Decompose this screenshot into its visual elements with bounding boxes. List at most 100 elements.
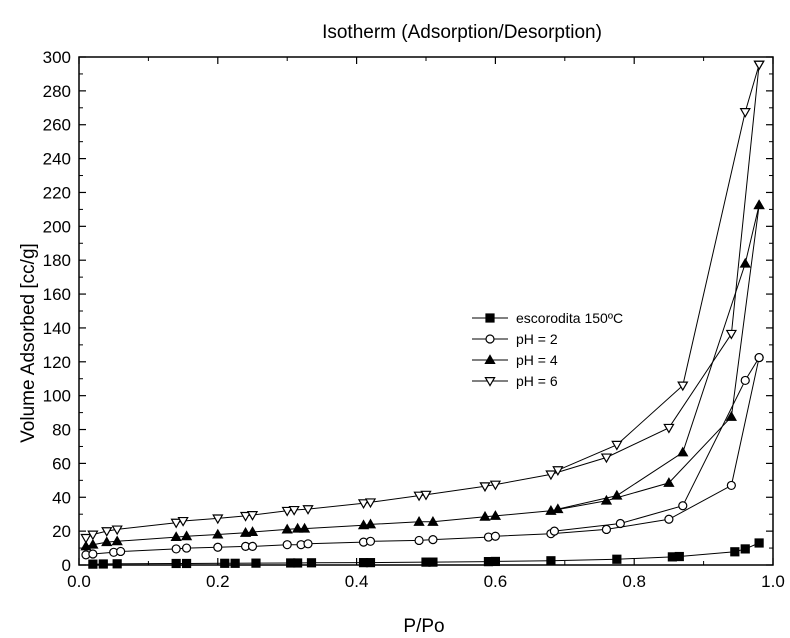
series-1-adsorption-point (428, 557, 438, 567)
series-4-adsorption-point (212, 514, 224, 525)
series-3-adsorption-point (298, 522, 311, 533)
y-axis: 0 20 40 60 80 100 120 140 160 180 200 220 240 260 280 3… (43, 48, 773, 575)
series-4 (80, 60, 765, 544)
series-4-adsorption-point (87, 530, 99, 541)
series-2-adsorption-point (365, 536, 376, 546)
y-tick-label: 160 (43, 285, 71, 304)
series-3-adsorption-point (725, 411, 737, 421)
series-1-adsorption-point (674, 551, 684, 562)
series-1-adsorption-point (112, 559, 122, 569)
series-2-adsorption-point (726, 480, 736, 491)
series-4-adsorption-point (246, 511, 259, 521)
series-3-adsorption-point (281, 523, 293, 534)
legend-label: escorodita 150ºC (516, 310, 623, 326)
series-4-adsorption-point (281, 506, 293, 517)
series-4-desorption-line (557, 64, 760, 471)
x-tick-label: 0.2 (206, 572, 230, 591)
series-3-adsorption-point (246, 526, 259, 536)
y-tick-label: 260 (43, 116, 71, 135)
series-3-adsorption-point (111, 535, 123, 546)
series-3-adsorption-point (87, 538, 99, 549)
series-1-adsorption-point (98, 559, 108, 569)
y-tick-label: 180 (43, 251, 71, 270)
series-2-adsorption-point (116, 546, 126, 557)
series-3-adsorption-point (364, 518, 377, 529)
legend-label: pH = 4 (516, 352, 558, 368)
series-1-adsorption-point (220, 558, 230, 568)
series-4-adsorption-line (85, 64, 760, 539)
y-tick-label: 300 (43, 48, 71, 67)
series-4-adsorption-point (80, 533, 92, 544)
legend-marker (485, 313, 495, 323)
y-axis-title: Volume Adsorbed [cc/g] (18, 243, 39, 443)
series-2-adsorption-point (490, 531, 500, 541)
series-3 (80, 199, 765, 551)
series-4-desorption-point (552, 466, 564, 476)
series-1-adsorption-point (181, 558, 192, 569)
series-4-desorption-point (739, 108, 751, 118)
chart-title: Isotherm (Adsorption/Desorption) (322, 22, 602, 43)
series-4-adsorption-point (545, 470, 557, 481)
x-tick-label: 1.0 (761, 572, 785, 591)
legend: escorodita 150ºC pH = 2 pH = 4 pH = 6 (472, 310, 623, 389)
series-1-adsorption-point (740, 544, 750, 554)
series-3-adsorption-point (239, 527, 252, 537)
series-4-adsorption-point (413, 491, 425, 502)
y-tick-label: 280 (43, 82, 71, 101)
y-tick-label: 0 (62, 556, 71, 575)
series-3-adsorption-point (170, 531, 182, 542)
y-tick-label: 40 (52, 488, 71, 507)
series-3-desorption-point (677, 446, 689, 457)
series-2-desorption-point (678, 501, 688, 511)
series-4-adsorption-point (420, 490, 432, 501)
plot-frame (78, 56, 774, 566)
series-2-adsorption-point (213, 542, 223, 552)
series-2-adsorption-point (171, 544, 181, 554)
series-3-adsorption-point (212, 528, 224, 539)
series-4-adsorption-point (489, 480, 502, 491)
series-4-desorption-point (753, 60, 765, 71)
series-4-desorption-point (611, 440, 623, 451)
series-2-adsorption-point (282, 540, 292, 550)
series-1-adsorption-point (546, 556, 556, 566)
series-1-adsorption-point (293, 558, 303, 568)
series-1-adsorption-point (365, 558, 376, 568)
y-tick-label: 120 (43, 353, 71, 372)
y-tick-label: 80 (52, 421, 71, 440)
series-2-desorption-point (754, 352, 764, 363)
series-1-adsorption-point (230, 558, 240, 568)
series-2-desorption-point (740, 375, 750, 386)
series-4-adsorption-point (725, 329, 737, 340)
x-tick-label: 0.6 (484, 572, 508, 591)
series-3-desorption-point (552, 503, 564, 514)
series-4-adsorption-point (663, 423, 675, 434)
y-tick-label: 20 (52, 522, 71, 541)
series-4-adsorption-point (364, 498, 377, 509)
series-layer (80, 60, 765, 569)
series-3-adsorption-point (180, 530, 193, 541)
series-3-desorption-point (611, 489, 623, 500)
series-4-adsorption-point (170, 518, 182, 529)
legend-marker (484, 377, 496, 387)
x-tick-label: 0.8 (622, 572, 646, 591)
series-4-adsorption-point (600, 453, 613, 464)
series-2-adsorption-point (88, 549, 98, 559)
y-tick-label: 140 (43, 319, 71, 338)
series-1-adsorption-point (171, 558, 181, 569)
x-axis-title: P/Po (403, 616, 444, 637)
series-3-adsorption-point (479, 510, 491, 521)
legend-marker (484, 354, 496, 364)
series-3-adsorption-point (427, 516, 439, 526)
series-1-adsorption-point (306, 558, 317, 568)
y-tick-label: 60 (52, 454, 71, 473)
series-3-adsorption-point (489, 510, 502, 520)
series-3-adsorption-point (101, 536, 113, 547)
y-tick-label: 240 (43, 150, 71, 169)
series-2-adsorption-point (303, 539, 313, 549)
legend-label: pH = 2 (516, 331, 558, 347)
series-3-adsorption-point (357, 519, 370, 530)
series-3-desorption-point (753, 199, 765, 210)
series-4-adsorption-point (479, 482, 491, 493)
series-4-adsorption-point (111, 525, 123, 536)
